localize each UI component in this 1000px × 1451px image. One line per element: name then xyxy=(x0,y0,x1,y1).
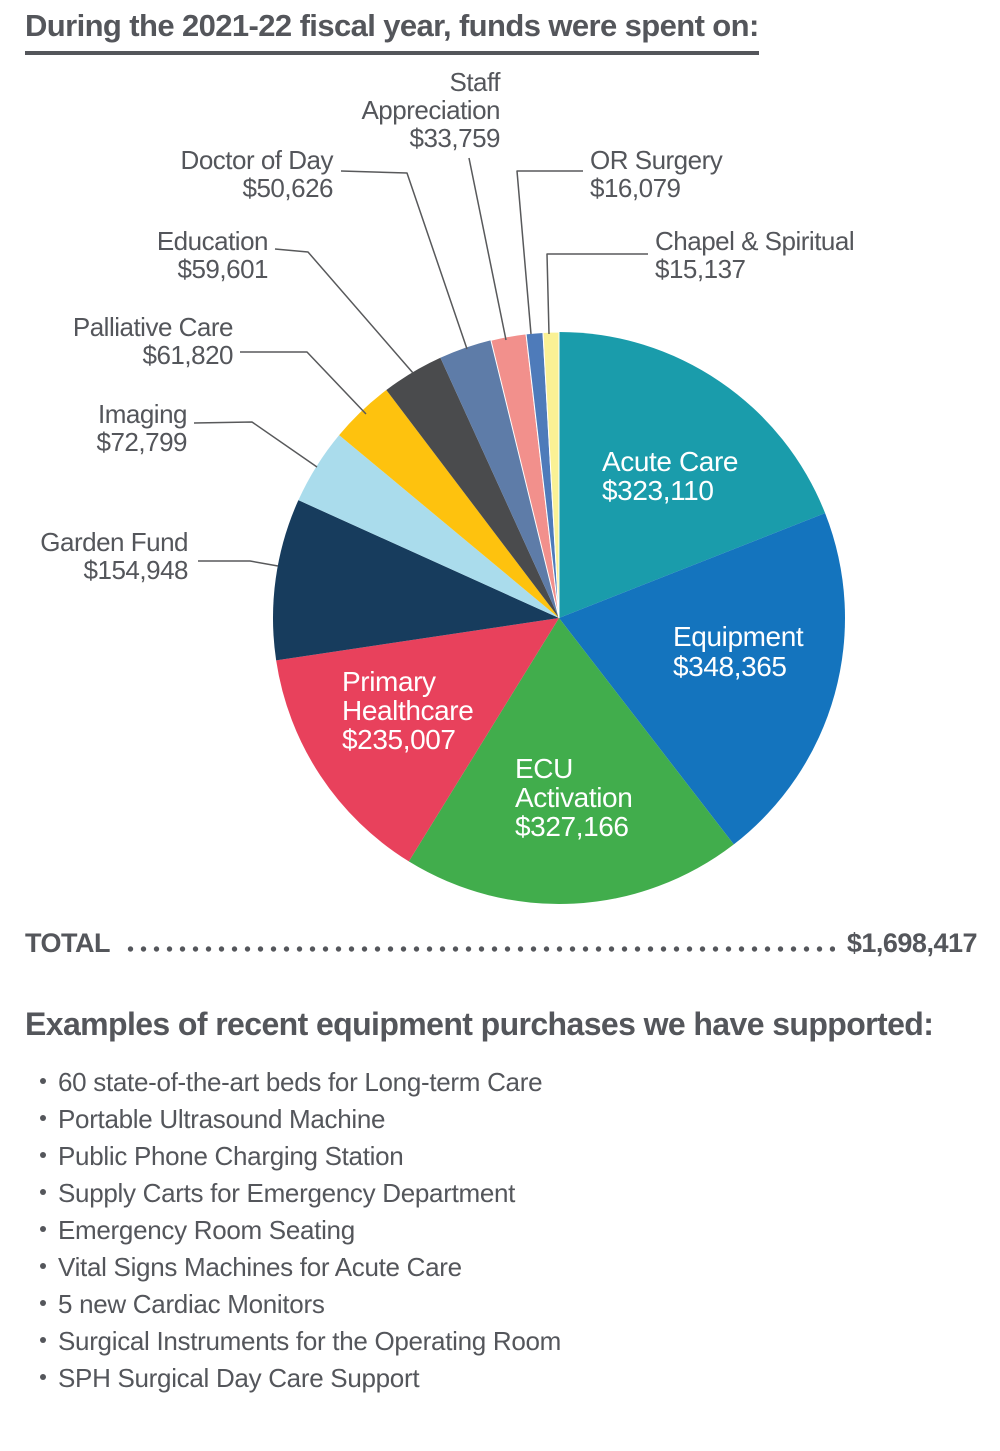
bullet-text: SPH Surgical Day Care Support xyxy=(58,1362,420,1393)
callout-label-chapel-spiritual: Chapel & Spiritual $15,137 xyxy=(655,226,854,284)
bullet-text: Public Phone Charging Station xyxy=(58,1140,404,1171)
bullet-text: Emergency Room Seating xyxy=(58,1214,355,1245)
list-item: SPH Surgical Day Care Support xyxy=(25,1365,987,1391)
examples-list: 60 state-of-the-art beds for Long-term C… xyxy=(25,1069,987,1391)
examples-section: Examples of recent equipment purchases w… xyxy=(25,1006,987,1402)
leader-line-garden-fund xyxy=(198,560,279,567)
bullet-text: Portable Ultrasound Machine xyxy=(58,1103,386,1134)
list-item: 60 state-of-the-art beds for Long-term C… xyxy=(25,1069,987,1095)
bullet-text: Surgical Instruments for the Operating R… xyxy=(58,1325,561,1356)
pie-slice-imaging xyxy=(298,435,559,618)
pie-slice-ecu-activation xyxy=(408,618,734,904)
bullet-dot-icon xyxy=(40,1373,46,1380)
total-label: TOTAL xyxy=(25,928,111,958)
total-value: $1,698,417 xyxy=(846,928,978,958)
callout-label-palliative-care: Palliative Care $61,820 xyxy=(73,312,233,370)
bullet-dot-icon xyxy=(40,1151,46,1158)
bullet-dot-icon xyxy=(40,1077,46,1084)
pie-slice-doctor-of-day xyxy=(440,340,559,618)
leader-line-staff-appreciation xyxy=(468,157,507,341)
bullet-dot-icon xyxy=(40,1188,46,1195)
pie-slice-acute-care xyxy=(559,332,826,618)
pie-slice-garden-fund xyxy=(272,500,559,661)
list-item: Supply Carts for Emergency Department xyxy=(25,1180,987,1206)
page-title-text: During the 2021-22 fiscal year, funds we… xyxy=(25,8,759,55)
bullet-dot-icon xyxy=(40,1336,46,1343)
list-item: Public Phone Charging Station xyxy=(25,1143,987,1169)
leader-line-imaging xyxy=(193,421,318,468)
list-item: Emergency Room Seating xyxy=(25,1217,987,1243)
leader-line-education xyxy=(274,248,414,374)
total-row: TOTAL $1,698,417 xyxy=(25,928,978,958)
callout-label-garden-fund: Garden Fund $154,948 xyxy=(40,527,188,585)
examples-heading: Examples of recent equipment purchases w… xyxy=(25,1006,934,1042)
callout-label-imaging: Imaging $72,799 xyxy=(97,399,188,457)
bullet-text: Vital Signs Machines for Acute Care xyxy=(58,1251,462,1282)
pie-chart: Acute Care $323,110 Equipment $348,365 ECU Ac… xyxy=(40,67,855,904)
bullet-text: 5 new Cardiac Monitors xyxy=(58,1288,325,1319)
pie-slice-primary-healthcare xyxy=(276,618,559,862)
leader-line-palliative-care xyxy=(240,351,367,415)
bullet-text: Supply Carts for Emergency Department xyxy=(58,1177,516,1208)
callout-label-education: Education $59,601 xyxy=(157,226,268,284)
dot-leader xyxy=(124,946,835,953)
leader-line-chapel-spiritual xyxy=(546,253,648,335)
pie-label-ecu-activation: ECU Activation $327,166 xyxy=(515,753,632,842)
leader-line-doctor-of-day xyxy=(340,170,468,350)
leader-line-or-surgery xyxy=(516,170,583,335)
pie-label-equipment: Equipment $348,365 xyxy=(673,621,804,682)
pie-slice-equipment xyxy=(559,513,846,845)
callout-label-or-surgery: OR Surgery $16,079 xyxy=(590,145,723,203)
bullet-dot-icon xyxy=(40,1262,46,1269)
pie-slice-education xyxy=(386,357,559,618)
list-item: 5 new Cardiac Monitors xyxy=(25,1291,987,1317)
callout-label-staff-appreciation: Staff Appreciation $33,759 xyxy=(361,67,501,153)
list-item: Portable Ultrasound Machine xyxy=(25,1106,987,1132)
pie-slice-palliative-care xyxy=(339,390,559,618)
list-item: Surgical Instruments for the Operating R… xyxy=(25,1328,987,1354)
page-title: During the 2021-22 fiscal year, funds we… xyxy=(25,8,759,55)
pie-label-acute-care: Acute Care $323,110 xyxy=(602,446,738,506)
bullet-dot-icon xyxy=(40,1114,46,1121)
pie-label-primary-healthcare: Primary Healthcare $235,007 xyxy=(342,666,473,755)
list-item: Vital Signs Machines for Acute Care xyxy=(25,1254,987,1280)
bullet-dot-icon xyxy=(40,1225,46,1232)
pie-slice-chapel-spiritual xyxy=(542,331,560,619)
bullet-dot-icon xyxy=(40,1299,46,1306)
bullet-text: 60 state-of-the-art beds for Long-term C… xyxy=(58,1066,543,1097)
callout-label-doctor-of-day: Doctor of Day $50,626 xyxy=(181,145,334,203)
